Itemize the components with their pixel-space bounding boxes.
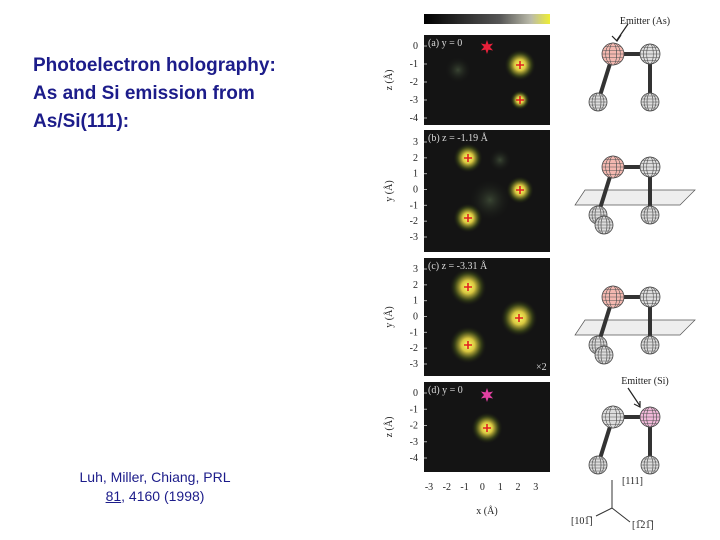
y-tick-label: -4 [410,453,418,464]
plus [464,283,472,291]
title: Photoelectron holography: As and Si emis… [33,52,276,136]
x-axis-label: x (Å) [476,505,497,517]
x-tick-label: -3 [425,482,433,493]
plus [483,424,491,432]
haze [444,56,472,84]
atom-grid [591,92,605,112]
atom-grid [643,286,657,308]
atom-grid [605,155,621,179]
atom-grid [643,156,657,178]
emitter-star [480,388,494,402]
x-tick-label: 3 [533,482,538,493]
panel-label: (a) y = 0 [428,38,462,49]
y-tick-label: -1 [410,404,418,415]
emitter-label: Emitter (As) [620,16,670,27]
y-tick-label: -3 [410,232,418,243]
y-tick-label: -2 [410,343,418,354]
panel-label: (c) z = -3.31 Å [428,260,488,272]
arrow [627,387,641,408]
citation-line: 81, 4160 (1998) [40,487,270,506]
y-axis-label: z (Å) [383,417,395,438]
atom-grid [643,455,657,475]
plane [574,189,696,206]
atom-grid [605,285,621,309]
plus [464,341,472,349]
y-tick-label: -3 [410,437,418,448]
plus [464,214,472,222]
citation-volume: 81 [105,488,122,504]
atom-grid [597,345,611,365]
haze [488,148,512,172]
title-line: As and Si emission from [33,83,255,104]
y-tick-label: -1 [410,200,418,211]
title-line: Photoelectron holography: [33,55,276,76]
plus [516,96,524,104]
citation: Luh, Miller, Chiang, PRL 81, 4160 (1998) [40,468,270,506]
atom-grid [605,405,621,429]
citation-rest: , 4160 (1998) [121,488,205,504]
y-tick-label: -1 [410,327,418,338]
citation-line: Luh, Miller, Chiang, PRL [79,469,231,485]
panel-label: (b) z = -1.19 Å [428,132,489,144]
x-tick-label: 1 [498,482,503,493]
plus [515,314,523,322]
y-axis-label: y (Å) [383,180,395,201]
emitter-star [480,40,494,54]
atom-grid [591,455,605,475]
y-tick-label: 0 [413,41,418,52]
title-line: As/Si(111): [33,111,130,132]
y-tick-label: -3 [410,359,418,370]
y-axis-label: z (Å) [383,70,395,91]
y-tick-label: 2 [413,153,418,164]
atom-grid [643,406,657,428]
y-tick-label: 0 [413,388,418,399]
plus [516,61,524,69]
x-tick-label: 0 [480,482,485,493]
y-tick-label: 2 [413,280,418,291]
arrow [611,23,629,42]
y-tick-label: 1 [413,169,418,180]
axes [595,480,631,523]
y-tick-label: -2 [410,216,418,227]
direction-label: [111] [622,476,643,487]
plane [574,319,696,336]
x-tick-label: 2 [516,482,521,493]
y-tick-label: -2 [410,77,418,88]
y-tick-label: 0 [413,185,418,196]
direction-label: [1̅21̅] [632,520,654,531]
atom-grid [643,43,657,65]
y-tick-label: -3 [410,95,418,106]
y-tick-label: 0 [413,312,418,323]
y-axis-label: y (Å) [383,306,395,327]
atom-grid [643,205,657,225]
plus [516,186,524,194]
panel-label: (d) y = 0 [428,385,463,396]
y-tick-label: -2 [410,421,418,432]
x-tick-label: -1 [460,482,468,493]
y-tick-label: -1 [410,59,418,70]
atom-grid [643,335,657,355]
atom-grid [597,215,611,235]
atom-grid [643,92,657,112]
panel-note: ×2 [536,362,547,373]
atom-grid [605,42,621,66]
emitter-label: Emitter (Si) [621,376,669,387]
y-tick-label: 1 [413,296,418,307]
color-bar [424,14,550,24]
y-tick-label: -4 [410,113,418,124]
y-tick-label: 3 [413,264,418,275]
plus [464,154,472,162]
x-tick-label: -2 [443,482,451,493]
y-tick-label: 3 [413,137,418,148]
direction-label: [101̅] [571,516,593,527]
